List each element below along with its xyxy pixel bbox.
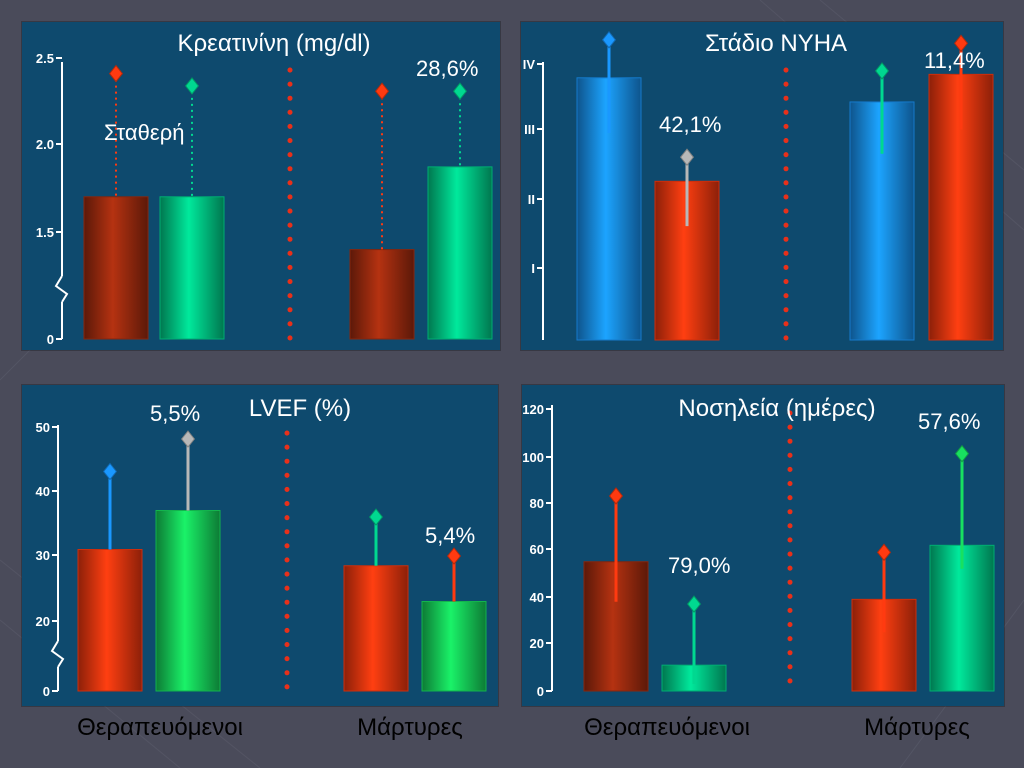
x-category-treated-right: Θεραπευόμενοι xyxy=(584,714,750,741)
y-tick-label: 50 xyxy=(36,420,50,435)
bar-2-2 xyxy=(343,565,409,692)
diamond-marker-3-0 xyxy=(608,487,624,505)
y-tick-label: 2.5 xyxy=(36,51,54,66)
lvef-panel: 0 20 30 40 50 LVEF (%) 5,5% 5,4% xyxy=(22,385,498,706)
hospitalization-title: Νοσηλεία (ημέρες) xyxy=(678,395,876,422)
y-tick-label: 0 xyxy=(537,684,544,699)
diamond-marker-2-1 xyxy=(180,430,196,448)
lvef-control-change: 5,4% xyxy=(425,523,476,548)
diamond-marker-1-1 xyxy=(679,148,695,166)
y-tick-label: II xyxy=(528,192,535,207)
diamond-marker-2-2 xyxy=(368,508,384,526)
lvef-title: LVEF (%) xyxy=(248,395,352,422)
creatinine-stable-label: Σταθερή xyxy=(104,120,185,145)
axis-break-mark xyxy=(50,640,65,668)
x-category-control-right: Μάρτυρες xyxy=(864,714,970,741)
diamond-marker-2-3 xyxy=(446,547,462,565)
y-tick-label: 60 xyxy=(530,542,544,557)
nyha-treated-change: 42,1% xyxy=(659,112,722,137)
axis-break-gap xyxy=(58,276,66,302)
bar-2-3 xyxy=(421,601,487,692)
y-tick-label: IV xyxy=(523,57,536,72)
y-tick-label: 0 xyxy=(47,332,54,347)
creatinine-panel: 0 1.5 2.0 2.5 Κρεατινίνη (mg/dl) Σταθερή 28… xyxy=(22,22,500,350)
diamond-marker-0-2 xyxy=(374,82,390,101)
lvef-treated-change: 5,5% xyxy=(150,401,201,426)
y-tick-label: 30 xyxy=(36,548,50,563)
x-category-control-left: Μάρτυρες xyxy=(357,714,463,741)
nyha-panel: I II III IV Στάδιο NYHA 42,1% 11,4% xyxy=(521,22,1003,350)
y-tick-label: 120 xyxy=(522,402,544,417)
y-tick-label: 1.5 xyxy=(36,225,54,240)
bar-3-3 xyxy=(929,544,995,692)
y-tick-label: 40 xyxy=(530,590,544,605)
y-tick-label: III xyxy=(524,122,535,137)
axis-break-mark xyxy=(54,275,69,303)
diamond-marker-1-2 xyxy=(874,62,890,80)
nyha-title: Στάδιο NYHA xyxy=(704,30,848,57)
diamond-marker-0-1 xyxy=(184,77,200,95)
diamond-marker-3-1 xyxy=(686,595,702,613)
creatinine-control-change: 28,6% xyxy=(416,56,479,81)
bar-0-2 xyxy=(349,249,415,340)
hospitalization-panel: 0 20 40 60 80 100 120 Νοσηλεία (ημέρες) 79,0% … xyxy=(522,385,1004,706)
hospitalization-control-change: 57,6% xyxy=(918,409,981,434)
bar-0-1 xyxy=(159,196,225,340)
hospitalization-treated-change: 79,0% xyxy=(668,553,731,578)
bar-2-1 xyxy=(155,510,221,692)
diamond-marker-0-3 xyxy=(452,82,468,101)
diamond-marker-3-3 xyxy=(954,444,970,463)
diamond-marker-3-2 xyxy=(876,543,892,562)
diamond-marker-1-3 xyxy=(953,34,969,53)
hospitalization-chart: 0 20 40 60 80 100 120 xyxy=(522,402,995,699)
axis-break-gap xyxy=(54,641,62,667)
y-tick-label: 100 xyxy=(522,450,544,465)
x-category-treated-left: Θεραπευόμενοι xyxy=(77,714,243,741)
creatinine-chart: 0 1.5 2.0 2.5 xyxy=(36,51,493,347)
lvef-chart: 0 20 30 40 50 xyxy=(36,420,487,699)
bar-2-0 xyxy=(77,549,143,692)
creatinine-title: Κρεατινίνη (mg/dl) xyxy=(177,30,371,57)
y-tick-label: 40 xyxy=(36,484,50,499)
nyha-control-change: 11,4% xyxy=(924,48,985,73)
bar-0-3 xyxy=(427,166,493,340)
diamond-marker-1-0 xyxy=(601,31,617,49)
y-tick-label: I xyxy=(531,261,535,276)
y-tick-label: 0 xyxy=(43,684,50,699)
diamond-marker-0-0 xyxy=(108,64,124,83)
diamond-marker-2-0 xyxy=(102,462,118,481)
bar-0-0 xyxy=(83,196,149,340)
y-tick-label: 20 xyxy=(530,636,544,651)
y-tick-label: 2.0 xyxy=(36,137,54,152)
y-tick-label: 20 xyxy=(36,614,50,629)
y-tick-label: 80 xyxy=(530,496,544,511)
